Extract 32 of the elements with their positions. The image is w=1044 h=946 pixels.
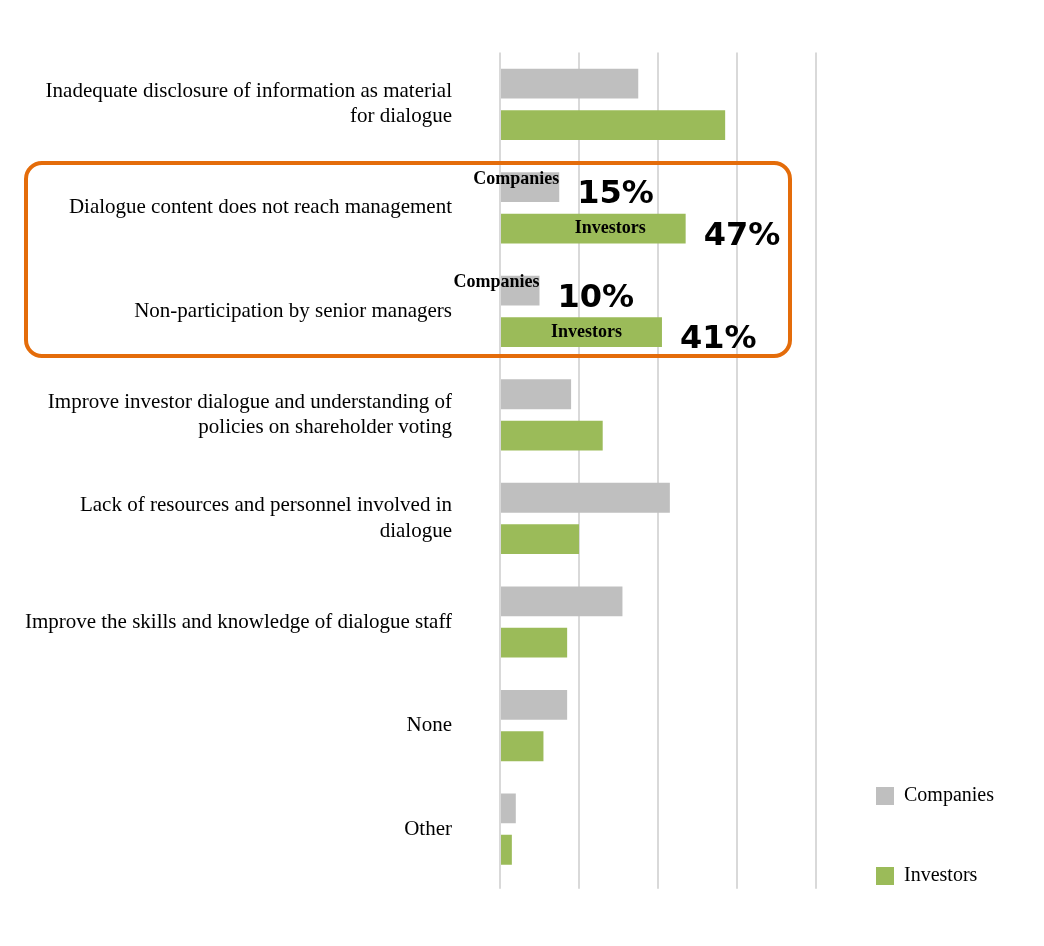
data-label: 10% xyxy=(557,277,635,316)
y-tick-label: None xyxy=(406,712,452,737)
bar xyxy=(501,110,726,140)
annotation: Investors xyxy=(574,217,646,238)
data-label: 47% xyxy=(703,214,781,253)
bar xyxy=(501,213,686,244)
legend-label: Companies xyxy=(904,783,995,807)
annotation: Investors xyxy=(550,320,622,341)
y-tick-label: Improve the skills and knowledge of dialogue staff xyxy=(24,608,452,633)
bar xyxy=(501,317,662,348)
bar xyxy=(501,834,512,865)
bar xyxy=(501,627,568,658)
bar xyxy=(501,586,623,617)
data-label: 41% xyxy=(679,318,757,357)
y-tick-label: Other xyxy=(404,815,452,840)
y-tick-label: Improve investor dialogue and understanding of policies on shareholder voting xyxy=(47,388,453,439)
bar xyxy=(501,731,544,762)
y-tick-label: Non-participation by senior managers xyxy=(134,297,452,322)
data-label: 15% xyxy=(577,173,654,212)
annotation: Companies xyxy=(453,271,540,292)
y-tick-label: Dialogue content does not reach management xyxy=(68,194,453,219)
bar xyxy=(501,379,572,410)
bar xyxy=(501,420,603,451)
bar xyxy=(501,793,516,824)
bar xyxy=(501,68,639,99)
bar xyxy=(501,689,568,720)
bar xyxy=(501,524,579,555)
y-tick-label: Inadequate disclosure of information as material for dialogue xyxy=(45,78,453,128)
legend-label: Investors xyxy=(904,863,978,886)
y-tick-label: Lack of resources and personnel involved in dialogue xyxy=(79,492,453,542)
annotation: Companies xyxy=(473,167,560,188)
bar xyxy=(501,482,670,513)
